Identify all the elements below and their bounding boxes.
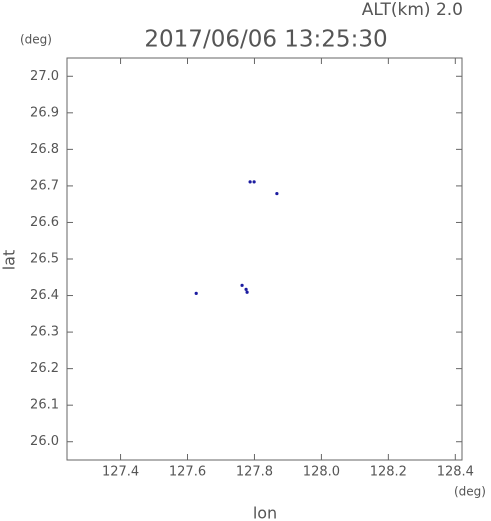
x-tick-label: 127.8 — [236, 465, 273, 480]
point — [244, 287, 248, 291]
y-tick-label: 26.5 — [30, 252, 59, 267]
y-tick-label: 26.2 — [30, 361, 59, 376]
y-axis-label: lat — [0, 250, 19, 271]
plot-frame — [66, 57, 463, 461]
x-tick-label: 128.2 — [370, 465, 407, 480]
y-tick-label: 26.9 — [30, 105, 59, 120]
x-tick-label: 128.0 — [303, 465, 340, 480]
y-tick-label: 26.0 — [30, 434, 59, 449]
point — [194, 291, 198, 295]
x-tick-label: 128.4 — [437, 465, 474, 480]
y-tick-label: 27.0 — [30, 69, 59, 84]
x-axis-label: lon — [253, 504, 277, 521]
point — [248, 180, 252, 184]
y-tick-label: 26.4 — [30, 288, 59, 303]
annotation: ALT(km) 2.0 — [362, 0, 463, 20]
point — [252, 180, 256, 184]
x-unit: (deg) — [454, 485, 486, 499]
point — [245, 290, 249, 294]
y-tick-label: 26.3 — [30, 325, 59, 340]
y-tick-label: 26.8 — [30, 142, 59, 157]
x-tick-label: 127.6 — [169, 465, 206, 480]
y-tick-label: 26.6 — [30, 215, 59, 230]
y-tick-label: 26.1 — [30, 398, 59, 413]
point — [275, 191, 279, 196]
y-unit: (deg) — [20, 33, 52, 47]
chart-title: 2017/06/06 13:25:30 — [144, 27, 387, 53]
point — [240, 283, 244, 287]
x-tick-label: 127.4 — [102, 465, 139, 480]
y-tick-label: 26.7 — [30, 178, 59, 193]
